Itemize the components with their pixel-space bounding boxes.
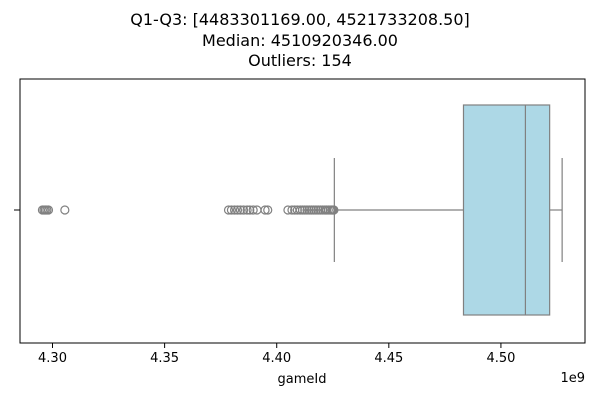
plot-area-frame xyxy=(19,78,586,344)
outlier-point xyxy=(43,205,54,215)
title-line-median: Median: 4510920346.00 xyxy=(202,30,398,50)
outlier-point xyxy=(232,205,243,215)
outlier-point xyxy=(238,205,249,215)
title-line-outliers: Outliers: 154 xyxy=(248,51,352,70)
x-tick-label: 4.30 xyxy=(38,351,67,366)
outlier-point xyxy=(245,205,255,215)
title-line-iqr: Q1-Q3: [4483301169.00, 4521733208.50] xyxy=(130,10,470,29)
outlier-point xyxy=(226,205,237,215)
x-axis-label: gameId xyxy=(278,372,327,387)
outlier-point xyxy=(263,205,273,215)
outlier-point xyxy=(248,205,258,215)
chart-title: Q1-Q3: [4483301169.00, 4521733208.50] Me… xyxy=(0,10,600,72)
outlier-point xyxy=(60,205,70,215)
x-tick-label: 4.50 xyxy=(486,351,515,366)
outlier-point xyxy=(229,205,240,215)
iqr-box xyxy=(462,104,551,316)
x-scale-label: 1e9 xyxy=(560,371,585,386)
x-tick-label: 4.35 xyxy=(150,351,179,366)
outlier-point xyxy=(242,205,252,215)
x-tick-label: 4.40 xyxy=(262,351,291,366)
outlier-point xyxy=(292,205,302,215)
x-tick-label: 4.45 xyxy=(374,351,403,366)
outlier-point xyxy=(235,205,245,215)
outlier-point xyxy=(283,205,293,215)
outlier-point xyxy=(260,205,270,215)
outlier-point xyxy=(329,205,339,215)
outlier-point xyxy=(223,205,234,215)
